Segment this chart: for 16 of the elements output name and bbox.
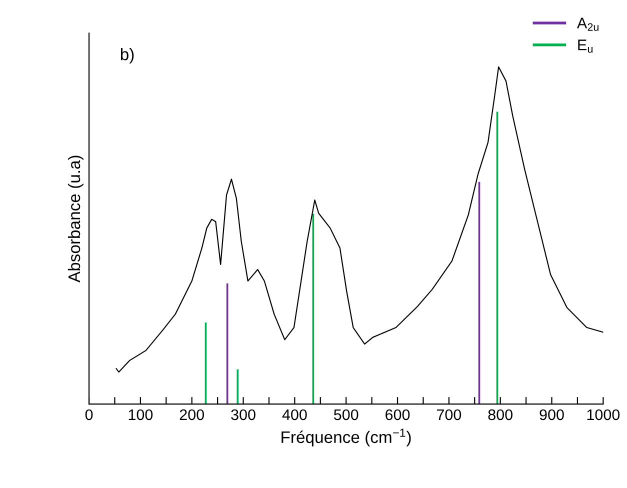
legend-label: A$_{2u}$ bbox=[576, 18, 598, 31]
legend-label: E$_{u}$ bbox=[578, 40, 593, 53]
x-tick-label: 500 bbox=[334, 409, 358, 420]
x-tick-label: 900 bbox=[540, 409, 564, 420]
x-tick-label: 800 bbox=[488, 409, 512, 420]
x-tick-label: 200 bbox=[180, 409, 204, 420]
x-tick-label: 400 bbox=[282, 409, 307, 420]
x-tick-label: 0 bbox=[85, 409, 93, 420]
x-tick-label: 600 bbox=[386, 409, 410, 420]
x-tick-label: 1000 bbox=[587, 409, 620, 420]
text: b) bbox=[120, 48, 134, 64]
y-axis-title: Absorbance (u.a) bbox=[68, 156, 84, 283]
x-tick-label: 700 bbox=[436, 409, 462, 420]
x-tick-label: 300 bbox=[231, 409, 256, 420]
x-axis-title: Fréquence (cm$^{−1}$) bbox=[282, 428, 411, 446]
x-tick-label: 100 bbox=[128, 409, 153, 420]
